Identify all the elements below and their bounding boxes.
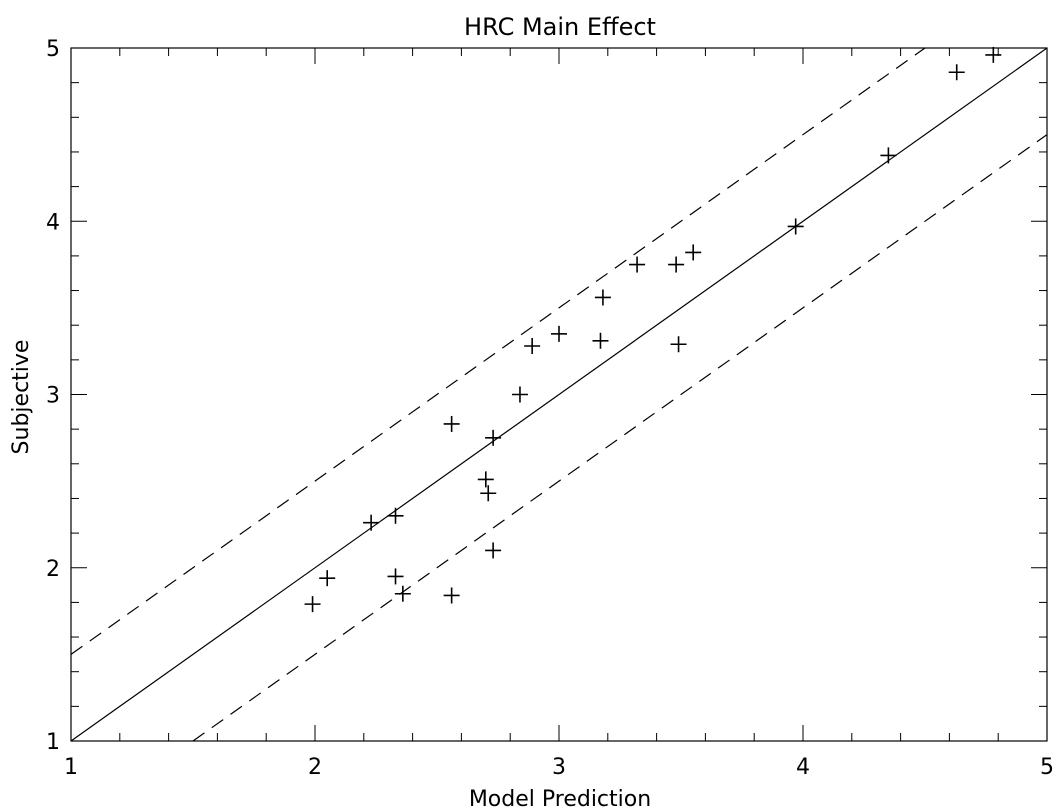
chart-title: HRC Main Effect — [464, 13, 656, 41]
data-point — [880, 147, 897, 164]
x-tick-label: 4 — [796, 755, 810, 780]
identity-line — [70, 47, 1048, 742]
data-point — [551, 325, 567, 342]
axis-ticks: 1 2 3 4 5 1 2 3 4 5 — [46, 37, 1054, 780]
dashed-bound-line — [192, 134, 1048, 742]
data-point — [511, 386, 528, 403]
y-tick-label: 5 — [46, 37, 60, 62]
data-point — [319, 570, 336, 587]
x-tick-label: 1 — [64, 755, 78, 780]
data-point — [304, 596, 321, 613]
data-point — [985, 46, 1002, 63]
data-point — [594, 289, 611, 306]
data-point — [387, 507, 404, 524]
data-point — [948, 64, 965, 81]
x-tick-label: 2 — [308, 755, 322, 780]
x-tick-label: 3 — [552, 755, 566, 780]
y-axis-label: Subjective — [9, 340, 34, 455]
data-points — [304, 46, 1002, 613]
data-point — [363, 514, 380, 531]
data-point — [670, 336, 687, 353]
data-point — [787, 218, 804, 235]
data-point — [524, 337, 541, 354]
x-tick-label: 5 — [1040, 755, 1054, 780]
data-point — [477, 471, 494, 488]
plot-frame — [70, 47, 1048, 742]
reference-lines — [70, 47, 1048, 742]
y-tick-label: 4 — [46, 210, 60, 235]
data-point — [685, 244, 702, 261]
data-point — [443, 415, 460, 432]
data-point — [629, 256, 646, 273]
y-tick-label: 2 — [46, 557, 60, 582]
data-point — [485, 429, 502, 446]
y-tick-label: 1 — [46, 730, 60, 755]
x-axis-label: Model Prediction — [469, 787, 651, 810]
data-point — [443, 587, 460, 604]
data-point — [668, 256, 685, 273]
data-point — [592, 332, 609, 349]
y-tick-label: 3 — [46, 384, 60, 409]
data-point — [485, 542, 502, 559]
data-point — [394, 585, 411, 602]
data-point — [480, 485, 497, 502]
dashed-bound-line — [70, 47, 926, 655]
data-point — [387, 568, 404, 585]
